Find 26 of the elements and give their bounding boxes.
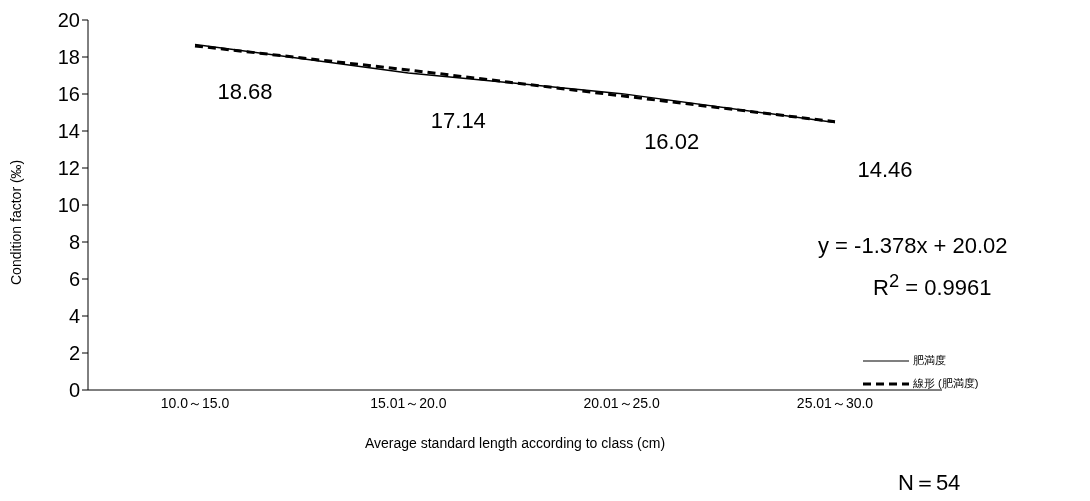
text: N＝54 — [898, 469, 961, 497]
x-tick-label: 25.01～30.0 — [796, 394, 874, 411]
y-tick-label: 16 — [57, 83, 80, 106]
annotation: R$^{2}$ = 0.9961 — [873, 270, 992, 302]
x-axis-title: Average standard length according to class (cm) — [364, 435, 666, 451]
y-tick-label: 18 — [57, 46, 80, 69]
y-tick-label: 8 — [68, 231, 80, 254]
y-tick-label: 20 — [57, 9, 80, 32]
y-tick-label: 0 — [68, 379, 80, 402]
annotation: y = -1.378x + 20.02 — [818, 233, 1008, 259]
y-tick-label: 4 — [68, 305, 80, 328]
y-tick-label: 10 — [57, 194, 80, 217]
y-axis-title: Condition factor (‰) — [7, 159, 24, 285]
data-label: 14.46 — [857, 157, 913, 183]
x-tick-label: 15.01～20.0 — [370, 394, 447, 411]
y-tick-label: 12 — [57, 157, 80, 180]
y-tick-label: 14 — [57, 120, 80, 143]
x-tick-label: 10.0～15.0 — [160, 394, 230, 411]
y-tick-label: 6 — [68, 268, 80, 291]
data-label: 16.02 — [644, 128, 700, 154]
data-label: 17.14 — [430, 107, 486, 133]
y-tick-label: 2 — [68, 342, 80, 365]
data-label: 18.68 — [217, 79, 273, 105]
x-tick-label: 20.01～25.0 — [583, 394, 661, 411]
legend-label: 線形 (肥満度) — [913, 376, 979, 391]
legend-label: 肥満度 — [913, 353, 946, 368]
